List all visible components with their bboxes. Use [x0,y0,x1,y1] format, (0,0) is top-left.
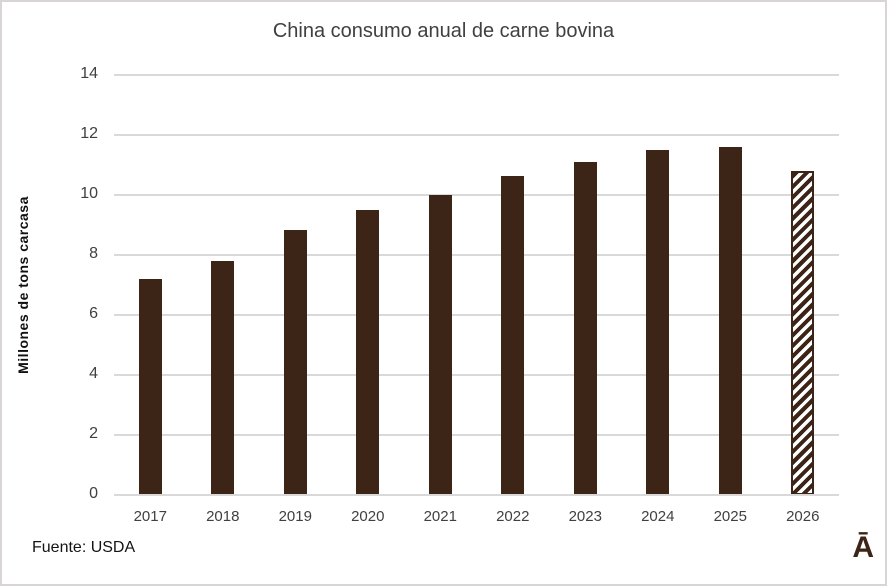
x-tick-label-2023: 2023 [568,508,602,525]
bar-slot-2019 [259,75,332,495]
gridline-y-4 [114,374,839,376]
bar-slot-2023 [549,75,622,495]
bar-2017 [138,279,162,495]
gridline-y-12 [114,134,839,136]
bar-2023 [573,162,597,495]
x-tick-label-2021: 2021 [423,508,457,525]
bar-2021 [428,195,452,495]
bar-2020 [356,210,380,495]
x-tick-label-2024: 2024 [641,508,675,525]
y-axis-tick-labels: 0 2 4 6 8 10 12 14 [2,65,98,502]
gridline-y-2 [114,434,839,436]
bar-series [114,75,839,495]
gridline-y-6 [114,314,839,316]
x-tick-label-2018: 2018 [206,508,240,525]
x-tick-label-2017: 2017 [133,508,167,525]
y-tick-label-6: 6 [89,305,98,323]
x-tick-label-2025: 2025 [713,508,747,525]
x-tick-label-2026: 2026 [786,508,820,525]
y-tick-label-8: 8 [89,245,98,263]
bar-slot-2018 [187,75,260,495]
bar-slot-2024 [622,75,695,495]
brand-logo-icon: Ā [852,531,874,564]
y-tick-label-12: 12 [80,125,98,143]
y-tick-label-4: 4 [89,365,98,383]
y-tick-label-2: 2 [89,425,98,443]
gridline-y-8 [114,254,839,256]
bar-2025 [718,147,742,495]
plot-area [114,74,839,496]
gridline-y-14 [114,74,839,76]
bar-2018 [211,261,235,495]
bar-slot-2025 [694,75,767,495]
gridline-y-0 [114,494,839,496]
bar-slot-2021 [404,75,477,495]
bar-slot-2020 [332,75,405,495]
bar-slot-2017 [114,75,187,495]
y-tick-label-0: 0 [89,485,98,503]
bar-slot-2026 [767,75,840,495]
bar-2024 [646,150,670,495]
source-note: Fuente: USDA [32,539,136,556]
gridline-y-10 [114,194,839,196]
bar-2022 [501,175,525,495]
x-tick-label-2022: 2022 [496,508,530,525]
chart-title: China consumo anual de carne bovina [272,20,615,42]
forecast-bar-2026 [791,171,815,495]
y-tick-label-10: 10 [80,185,98,203]
y-tick-label-14: 14 [80,65,98,83]
bar-slot-2022 [477,75,550,495]
x-axis-tick-labels: 2017 2018 2019 2020 2021 2022 2023 2024 2025 2026 [114,508,839,525]
bar-2019 [283,229,307,495]
x-tick-label-2020: 2020 [351,508,385,525]
x-tick-label-2019: 2019 [278,508,312,525]
